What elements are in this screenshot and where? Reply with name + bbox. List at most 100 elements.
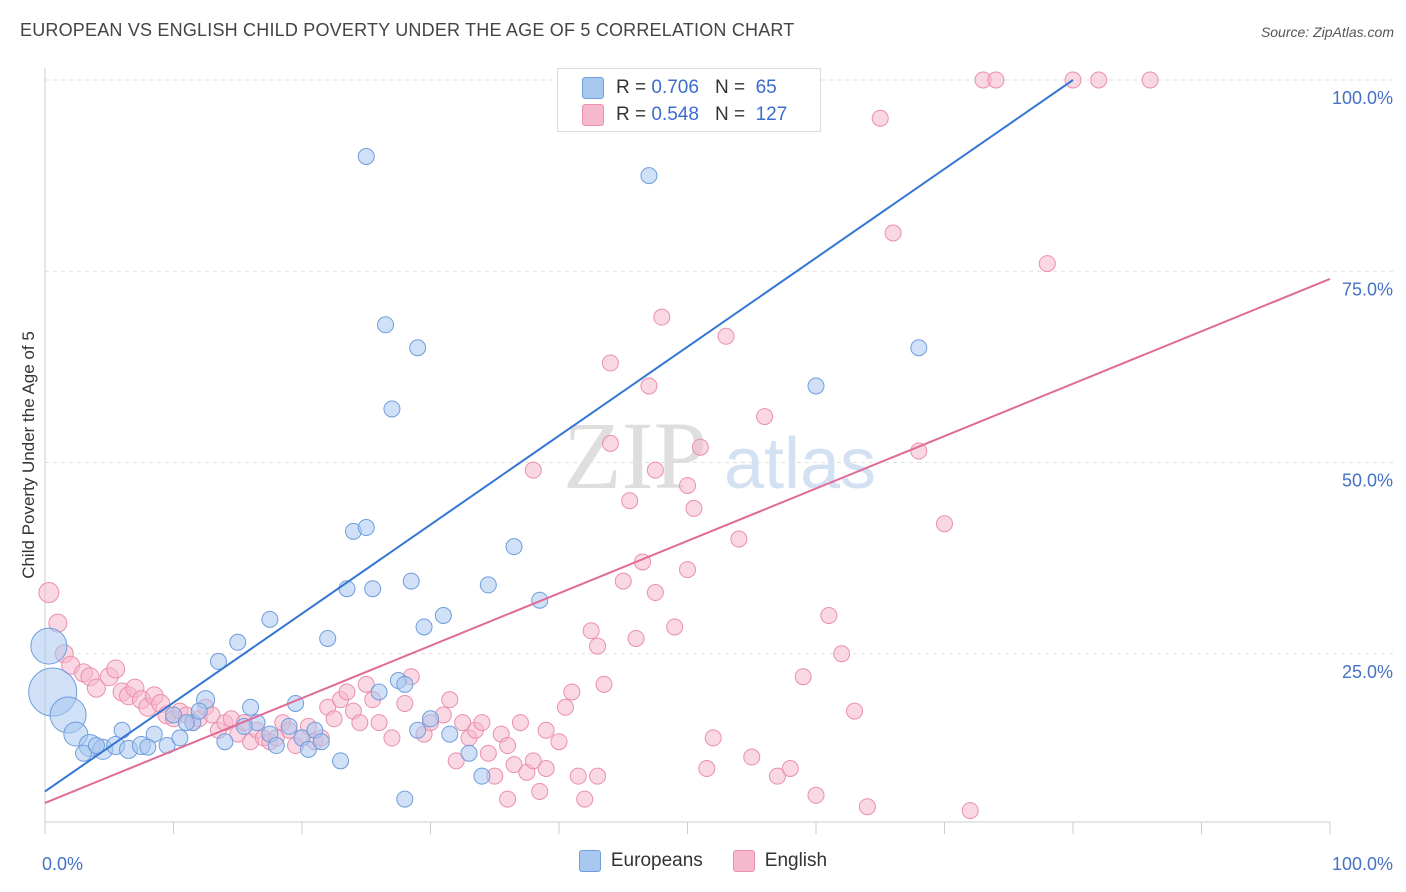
- data-point: [820, 607, 838, 624]
- europeans-trend-line: [44, 79, 1074, 793]
- english-trend-line: [44, 277, 1331, 804]
- data-point: [524, 461, 542, 479]
- data-point: [229, 633, 247, 651]
- data-point: [377, 316, 395, 334]
- y-tick-label: 75.0%: [1342, 279, 1393, 299]
- axis-labels: 25.0% 50.0% 75.0% 100.0% 0.0% 100.0% Child Pov…: [19, 88, 1393, 874]
- data-point: [113, 721, 131, 739]
- data-point: [595, 675, 613, 693]
- data-point: [704, 729, 722, 747]
- data-point: [267, 737, 285, 755]
- data-point: [383, 729, 401, 747]
- x-tick-label: 0.0%: [42, 854, 83, 874]
- data-point: [280, 717, 298, 735]
- data-point: [621, 492, 639, 510]
- data-point: [589, 637, 607, 655]
- data-point: [409, 339, 427, 357]
- r-label: R =: [616, 77, 647, 98]
- europeans-points: [28, 71, 928, 808]
- data-point: [505, 538, 523, 556]
- data-point: [550, 733, 568, 751]
- data-point: [640, 167, 658, 185]
- legend-item-english[interactable]: English: [732, 850, 828, 872]
- data-point: [614, 572, 632, 590]
- europeans-swatch: [582, 77, 604, 99]
- data-point: [357, 675, 375, 693]
- data-point: [794, 668, 812, 686]
- data-point: [312, 733, 330, 751]
- data-point: [531, 782, 549, 800]
- stats-row-english: R = 0.548 N = 127: [582, 104, 787, 126]
- data-point: [319, 629, 337, 647]
- data-point: [454, 714, 472, 732]
- data-point: [717, 327, 735, 345]
- data-point: [1090, 71, 1108, 89]
- data-point: [691, 438, 709, 456]
- data-point: [441, 691, 459, 709]
- data-point: [261, 610, 279, 628]
- data-point: [299, 740, 317, 758]
- data-point: [627, 629, 645, 647]
- n-value: 65: [755, 77, 777, 98]
- data-point: [190, 702, 208, 720]
- data-point: [910, 442, 928, 460]
- data-point: [242, 698, 260, 716]
- data-point: [601, 354, 619, 372]
- data-point: [209, 652, 227, 670]
- data-point: [743, 748, 761, 766]
- data-point: [499, 737, 517, 755]
- english-swatch: [582, 104, 604, 126]
- data-point: [910, 339, 928, 357]
- r-value: 0.706: [651, 77, 699, 98]
- data-point: [961, 802, 979, 820]
- stats-legend: R = 0.706 N = 65 R = 0.548 N = 127: [557, 68, 821, 132]
- data-point: [441, 725, 459, 743]
- data-point: [86, 678, 106, 698]
- data-point: [846, 702, 864, 720]
- data-point: [370, 683, 388, 701]
- legend-label-english: English: [764, 850, 828, 871]
- data-point: [936, 515, 953, 533]
- chart-source: Source: ZipAtlas.com: [1260, 24, 1394, 40]
- n-value: 127: [755, 104, 788, 125]
- data-point: [569, 767, 587, 785]
- legend-label-europeans: Europeans: [610, 850, 703, 871]
- data-point: [396, 675, 414, 693]
- n-label: N =: [714, 104, 746, 125]
- legend-item-europeans[interactable]: Europeans: [578, 850, 703, 872]
- data-point: [679, 561, 696, 579]
- bottom-legend: Europeans English: [0, 850, 1406, 872]
- data-point: [666, 618, 684, 636]
- english-swatch: [732, 850, 755, 872]
- data-point: [511, 714, 529, 732]
- data-point: [409, 721, 427, 739]
- data-point: [730, 530, 748, 548]
- data-point: [38, 582, 60, 604]
- data-point: [589, 767, 607, 785]
- data-point: [479, 576, 497, 594]
- english-points: [38, 71, 1159, 820]
- n-label: N =: [714, 77, 746, 98]
- data-point: [768, 767, 786, 785]
- data-point: [781, 760, 799, 777]
- stats-row-europeans: R = 0.706 N = 65: [582, 77, 777, 99]
- data-point: [499, 790, 517, 808]
- y-tick-label: 25.0%: [1342, 662, 1393, 682]
- data-point: [987, 71, 1005, 89]
- x-tick-label: 100.0%: [1332, 854, 1393, 874]
- data-point: [640, 377, 658, 395]
- chart-title: EUROPEAN VS ENGLISH CHILD POVERTY UNDER …: [20, 20, 795, 40]
- data-point: [422, 710, 439, 728]
- data-point: [357, 148, 375, 165]
- data-point: [396, 790, 414, 808]
- data-point: [370, 714, 388, 732]
- data-point: [1038, 255, 1056, 273]
- data-point: [582, 622, 600, 640]
- grid: [45, 79, 1395, 655]
- data-point: [884, 224, 902, 242]
- data-point: [473, 767, 491, 785]
- data-point: [106, 659, 126, 679]
- data-point: [434, 607, 452, 624]
- data-point: [415, 618, 433, 636]
